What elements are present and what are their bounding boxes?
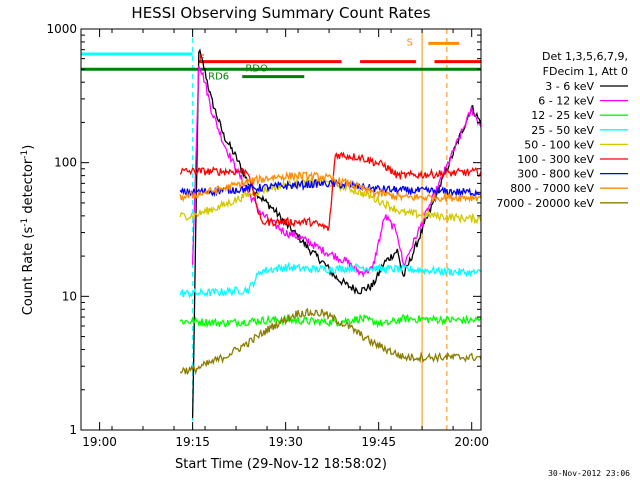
y-axis-label-end: ) xyxy=(21,145,36,150)
legend-label-4: 50 - 100 keV xyxy=(524,138,594,151)
legend-label-0: 3 - 6 keV xyxy=(545,80,594,93)
y-tick-label: 100 xyxy=(54,156,77,170)
plot-area: F RDO RD6 S xyxy=(80,28,482,431)
series-line-2 xyxy=(179,313,481,329)
legend-label-3: 25 - 50 keV xyxy=(531,124,594,137)
y-axis-label: Count Rate (s-1 detector-1) xyxy=(20,145,36,316)
y-tick-label: 1 xyxy=(69,423,77,437)
legend-label-1: 6 - 12 keV xyxy=(538,95,594,108)
x-tick-label: 19:30 xyxy=(268,435,303,449)
chart-title: HESSI Observing Summary Count Rates xyxy=(131,4,430,22)
annotation-1: RDO xyxy=(245,64,268,75)
series-line-7 xyxy=(179,170,481,204)
annotation-0: F xyxy=(199,54,205,65)
y-tick-label: 10 xyxy=(62,289,77,303)
y-axis-label-main: Count Rate (s xyxy=(21,227,36,316)
series-line-4 xyxy=(179,175,481,226)
legend-label-2: 12 - 25 keV xyxy=(531,109,594,122)
annotation-3: S xyxy=(407,38,413,49)
series-line-8 xyxy=(179,307,481,376)
y-axis-label-sup1: -1 xyxy=(20,218,30,227)
series-line-1 xyxy=(191,65,481,278)
x-tick-label: 20:00 xyxy=(454,435,489,449)
legend-header-attenuator: FDecim 1, Att 0 xyxy=(543,65,628,78)
y-axis-label-mid: detector xyxy=(21,158,36,218)
x-tick-label: 19:45 xyxy=(361,435,396,449)
legend: Det 1,3,5,6,7,9, FDecim 1, Att 0 3 - 6 k… xyxy=(496,50,628,210)
plot-frame xyxy=(80,28,482,431)
y-axis-label-sup2: -1 xyxy=(20,150,30,159)
series-line-0 xyxy=(191,48,481,419)
x-tick-label: 19:15 xyxy=(175,435,210,449)
legend-header-detectors: Det 1,3,5,6,7,9, xyxy=(542,50,628,63)
svg-text:Count Rate (s-1 detector-1): Count Rate (s-1 detector-1) xyxy=(20,145,36,316)
x-axis-label: Start Time (29-Nov-12 18:58:02) xyxy=(175,457,387,472)
timestamp: 30-Nov-2012 23:06 xyxy=(548,469,630,478)
legend-label-5: 100 - 300 keV xyxy=(517,153,594,166)
legend-label-8: 7000 - 20000 keV xyxy=(496,197,594,210)
legend-label-7: 800 - 7000 keV xyxy=(510,182,594,195)
x-tick-label: 19:00 xyxy=(82,435,117,449)
annotation-2: RD6 xyxy=(208,71,229,82)
y-tick-label: 1000 xyxy=(46,22,77,36)
legend-label-6: 300 - 800 keV xyxy=(517,168,594,181)
axis-ticks: 19:00 19:15 19:30 19:45 20:00 1 10 100 1000 xyxy=(46,22,489,449)
series-line-6 xyxy=(179,177,481,198)
series-line-3 xyxy=(179,261,481,299)
series-line-5 xyxy=(179,151,481,231)
